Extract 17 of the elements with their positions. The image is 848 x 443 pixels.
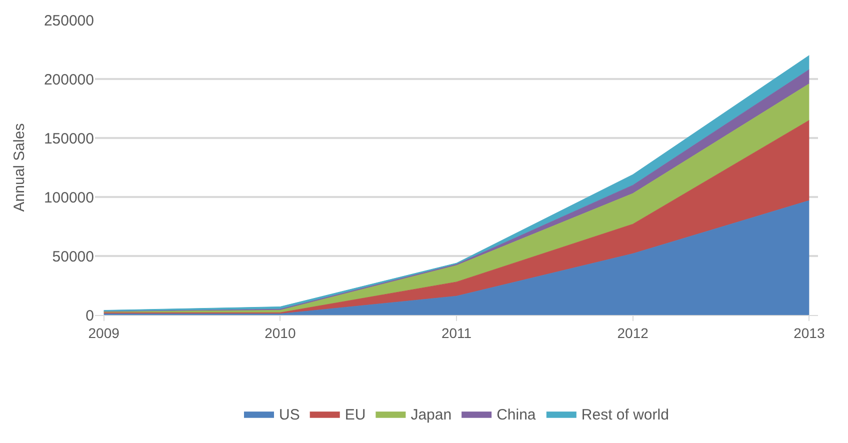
y-tick-label: 150000	[44, 130, 94, 148]
legend-label: Rest of world	[581, 406, 669, 424]
legend-label: China	[496, 406, 536, 424]
x-tick-label: 2013	[794, 324, 825, 341]
y-tick-label: 0	[86, 307, 94, 324]
y-axis-title: Annual Sales	[11, 123, 28, 212]
legend-label: EU	[344, 406, 366, 424]
legend-label: US	[279, 406, 300, 424]
legend-label: Japan	[410, 406, 452, 424]
y-tick-label: 100000	[44, 189, 94, 206]
x-tick-label: 2011	[441, 324, 472, 341]
x-tick-label: 2012	[617, 324, 649, 341]
y-tick-label: 50000	[52, 248, 94, 266]
x-tick-label: 2010	[264, 324, 296, 341]
x-tick-label: 2009	[88, 324, 120, 341]
y-tick-label: 200000	[44, 71, 94, 88]
y-tick-label: 250000	[44, 12, 94, 30]
